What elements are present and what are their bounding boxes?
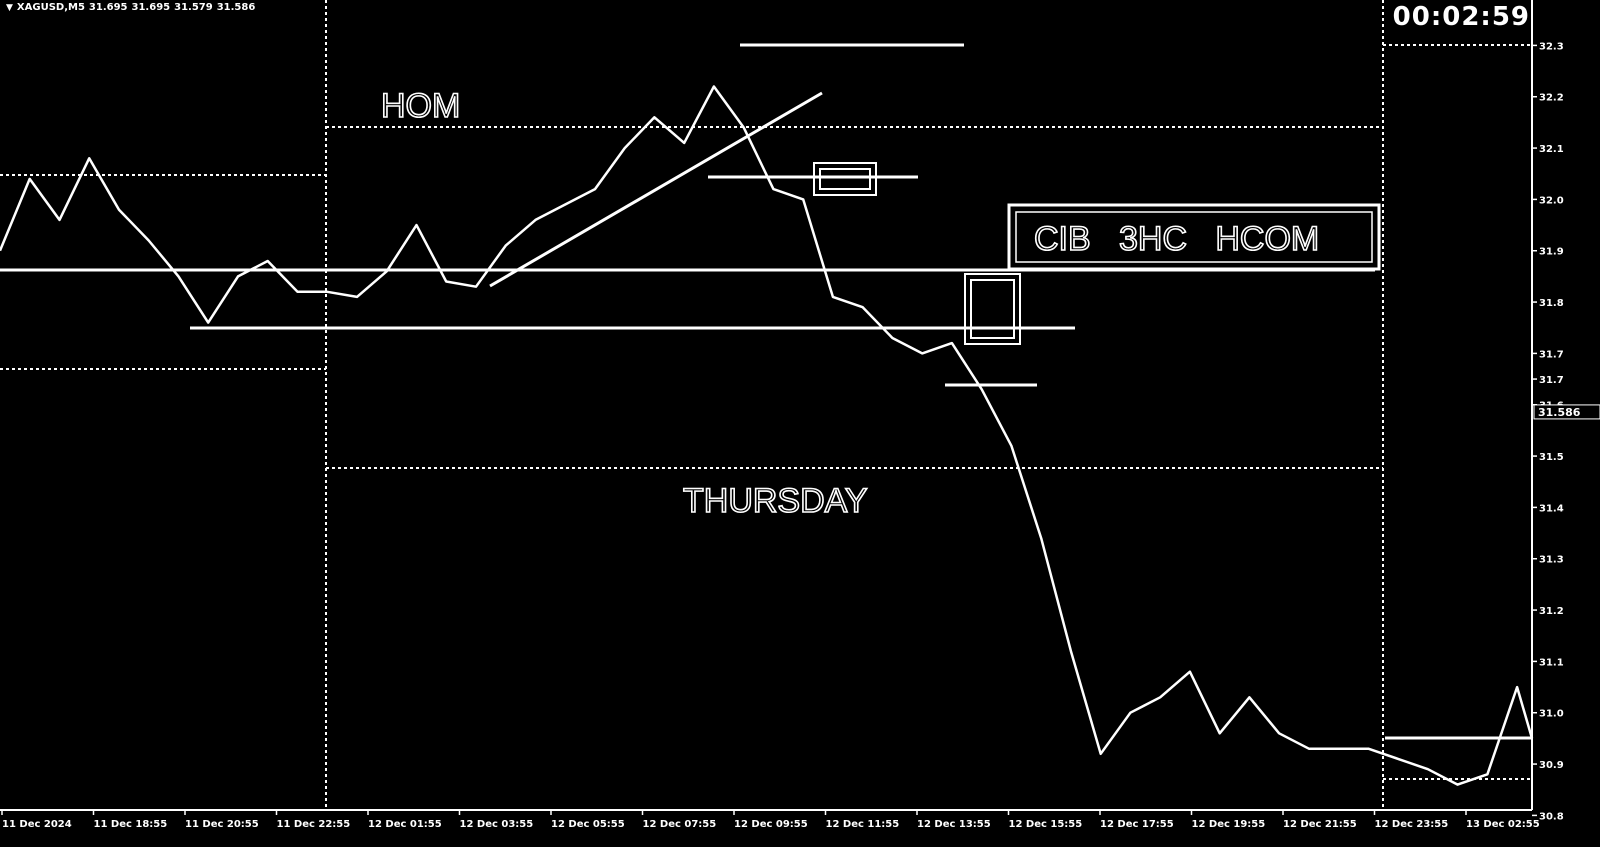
collapse-triangle-icon[interactable]: ▼ bbox=[6, 3, 13, 13]
chart-header: ▼ XAGUSD,M5 31.695 31.695 31.579 31.586 bbox=[6, 2, 259, 13]
y-tick-label: 31.8 bbox=[1539, 298, 1564, 309]
box-annotation[interactable]: CIB 3HC HCOM bbox=[1007, 203, 1381, 271]
x-tick-label: 12 Dec 15:55 bbox=[1009, 819, 1083, 830]
x-tick-label: 12 Dec 23:55 bbox=[1375, 819, 1449, 830]
y-tick-label: 31.0 bbox=[1539, 709, 1564, 720]
zone-box-1-inner bbox=[819, 168, 871, 190]
zone-box-1[interactable] bbox=[813, 162, 877, 196]
x-tick-label: 12 Dec 19:55 bbox=[1192, 819, 1266, 830]
text-annotations: HOM THURSDAY bbox=[380, 86, 868, 521]
x-tick-label: 11 Dec 22:55 bbox=[277, 819, 351, 830]
y-tick-label: 31.1 bbox=[1539, 657, 1564, 668]
y-tick-label: 30.9 bbox=[1539, 760, 1564, 771]
x-tick-label: 12 Dec 07:55 bbox=[643, 819, 717, 830]
price-axis-ticks: 32.332.232.132.031.931.831.731.731.631.5… bbox=[1532, 41, 1564, 822]
thursday-label: THURSDAY bbox=[683, 482, 868, 520]
x-tick-label: 12 Dec 17:55 bbox=[1100, 819, 1174, 830]
price-series-line bbox=[0, 85, 1534, 786]
y-tick-label: 32.0 bbox=[1539, 195, 1564, 206]
x-tick-label: 12 Dec 11:55 bbox=[826, 819, 900, 830]
y-tick-label: 31.9 bbox=[1539, 247, 1564, 258]
zone-box-2-inner bbox=[970, 279, 1015, 339]
x-tick-label: 12 Dec 13:55 bbox=[917, 819, 991, 830]
ohlc-high: 31.695 bbox=[131, 2, 171, 13]
time-axis[interactable]: 11 Dec 2024 11 Dec 18:55 11 Dec 20:55 11 De… bbox=[0, 809, 1540, 830]
box-annotation-outer bbox=[1007, 203, 1381, 271]
level-lines bbox=[0, 43, 1532, 740]
ohlc-close: 31.586 bbox=[216, 2, 256, 13]
y-tick-label: 31.7 bbox=[1539, 349, 1564, 360]
time-axis-ticks: 11 Dec 2024 11 Dec 18:55 11 Dec 20:55 11 De… bbox=[1, 810, 1540, 830]
price-axis[interactable]: 32.332.232.132.031.931.831.731.731.631.5… bbox=[1531, 0, 1600, 822]
y-tick-label: 31.7 bbox=[1539, 375, 1564, 386]
candle-timer: 00:02:59 bbox=[1392, 2, 1530, 32]
y-tick-label: 32.3 bbox=[1539, 41, 1564, 52]
ohlc-low: 31.579 bbox=[174, 2, 213, 13]
trendline[interactable] bbox=[489, 91, 823, 288]
x-tick-label: 12 Dec 01:55 bbox=[368, 819, 442, 830]
y-tick-label: 32.2 bbox=[1539, 93, 1564, 104]
x-tick-label: 11 Dec 20:55 bbox=[185, 819, 259, 830]
x-tick-label: 12 Dec 05:55 bbox=[551, 819, 625, 830]
zone-box-2[interactable] bbox=[964, 273, 1021, 345]
zone-boxes bbox=[813, 162, 1021, 345]
hom-label: HOM bbox=[381, 87, 460, 125]
box-annotation-inner bbox=[1015, 211, 1373, 263]
y-tick-label: 32.1 bbox=[1539, 144, 1564, 155]
separator-lines bbox=[0, 0, 1532, 808]
y-tick-label: 31.5 bbox=[1539, 452, 1564, 463]
ohlc-open: 31.695 bbox=[88, 2, 128, 13]
y-tick-label: 30.8 bbox=[1539, 811, 1564, 822]
x-tick-label: 12 Dec 09:55 bbox=[734, 819, 808, 830]
y-tick-label: 31.2 bbox=[1539, 606, 1564, 617]
x-tick-label: 12 Dec 03:55 bbox=[460, 819, 534, 830]
box-annotation-label: CIB 3HC HCOM bbox=[1034, 220, 1319, 258]
x-tick-label: 12 Dec 21:55 bbox=[1283, 819, 1357, 830]
x-tick-label: 13 Dec 02:55 bbox=[1466, 819, 1540, 830]
y-tick-label: 31.3 bbox=[1539, 555, 1564, 566]
x-tick-label: 11 Dec 2024 bbox=[2, 819, 72, 830]
symbol-label: XAGUSD,M5 bbox=[16, 2, 85, 13]
x-tick-label: 11 Dec 18:55 bbox=[94, 819, 168, 830]
current-price-marker bbox=[1533, 404, 1600, 420]
y-tick-label: 31.4 bbox=[1539, 503, 1564, 514]
current-price-label: 31.586 bbox=[1538, 406, 1581, 419]
